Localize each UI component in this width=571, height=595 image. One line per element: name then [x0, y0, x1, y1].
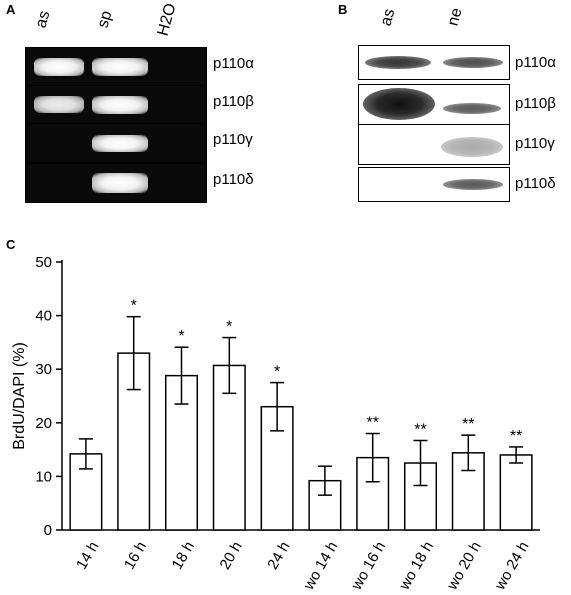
- bar: [403, 462, 438, 531]
- gel-band: [34, 96, 84, 113]
- panel-a-row-label-1: p110α: [213, 55, 254, 72]
- x-tick-label: 16 h: [121, 539, 150, 573]
- blot-band: [443, 103, 501, 114]
- y-axis-label: BrdU/DAPI (%): [11, 342, 28, 450]
- significance-label: **: [366, 415, 378, 432]
- gel-band: [92, 135, 148, 152]
- bar: [499, 454, 533, 531]
- panel-a-lane-h2o: H2O: [154, 1, 180, 38]
- x-tick-label: 24 h: [264, 539, 293, 573]
- panel-b-blot-row-1: [358, 45, 510, 80]
- blot-band: [443, 179, 503, 190]
- blot-band: [365, 56, 431, 69]
- y-tick-label: 10: [35, 468, 52, 485]
- panel-a-lane-as: as: [32, 9, 54, 30]
- panel-a-gel-row-3: [25, 123, 207, 163]
- x-tick-label: wo 24 h: [491, 539, 532, 594]
- significance-label: *: [226, 319, 232, 336]
- panel-a-row-label-3: p110γ: [213, 131, 253, 148]
- significance-label: *: [274, 364, 280, 381]
- x-tick-label: wo 18 h: [395, 539, 436, 594]
- panel-b-letter: B: [338, 2, 348, 17]
- panel-a-gel-row-1: [25, 47, 207, 87]
- y-tick-label: 50: [35, 254, 52, 271]
- gel-band: [92, 173, 148, 193]
- panel-b-blot-row-3: [358, 124, 510, 165]
- x-tick-label: wo 20 h: [443, 539, 484, 594]
- blot-band: [443, 57, 503, 68]
- y-tick-label: 0: [44, 522, 52, 539]
- panel-a-letter: A: [6, 2, 16, 17]
- significance-label: *: [131, 298, 137, 315]
- bar: [308, 479, 342, 531]
- x-tick-label: wo 16 h: [348, 539, 389, 594]
- panel-b-lane-ne: ne: [444, 6, 466, 28]
- y-tick-label: 40: [35, 308, 52, 325]
- panel-a-lane-sp: sp: [94, 9, 116, 30]
- y-tick-label: 30: [35, 361, 52, 378]
- panel-c-letter: C: [6, 237, 16, 252]
- x-tick-label: 20 h: [216, 539, 245, 573]
- blot-band: [363, 88, 435, 120]
- gel-band: [92, 58, 148, 76]
- panel-b-blot-row-4: [358, 167, 510, 202]
- panel-b-row-label-3: p110γ: [515, 135, 555, 152]
- panel-a-row-label-2: p110β: [213, 93, 254, 110]
- blot-band: [441, 137, 503, 157]
- panel-a-gel-row-2: [25, 85, 207, 125]
- x-tick-label: 18 h: [169, 539, 198, 573]
- gel-band: [92, 96, 148, 114]
- panel-b-row-label-4: p110δ: [515, 175, 556, 192]
- significance-label: **: [510, 428, 522, 445]
- panel-c-bar-chart: 0 10 20 30 40 50 BrdU/DAPI (%) 14 h * 16 h * 18 h * 2…: [11, 254, 540, 594]
- y-tick-label: 20: [35, 415, 52, 432]
- panel-b-blot-row-2: [358, 84, 510, 126]
- x-tick-label: 14 h: [73, 539, 102, 573]
- panel-b-row-label-1: p110α: [515, 54, 556, 71]
- significance-label: **: [462, 416, 474, 433]
- significance-label: **: [414, 421, 426, 438]
- panel-b-row-label-2: p110β: [515, 95, 556, 112]
- panel-b-lane-as: as: [377, 7, 399, 28]
- significance-label: *: [178, 328, 184, 345]
- panel-a-row-label-4: p110δ: [213, 171, 254, 188]
- gel-band: [34, 58, 84, 76]
- x-tick-label: wo 14 h: [300, 539, 341, 594]
- panel-a-gel-row-4: [25, 163, 207, 203]
